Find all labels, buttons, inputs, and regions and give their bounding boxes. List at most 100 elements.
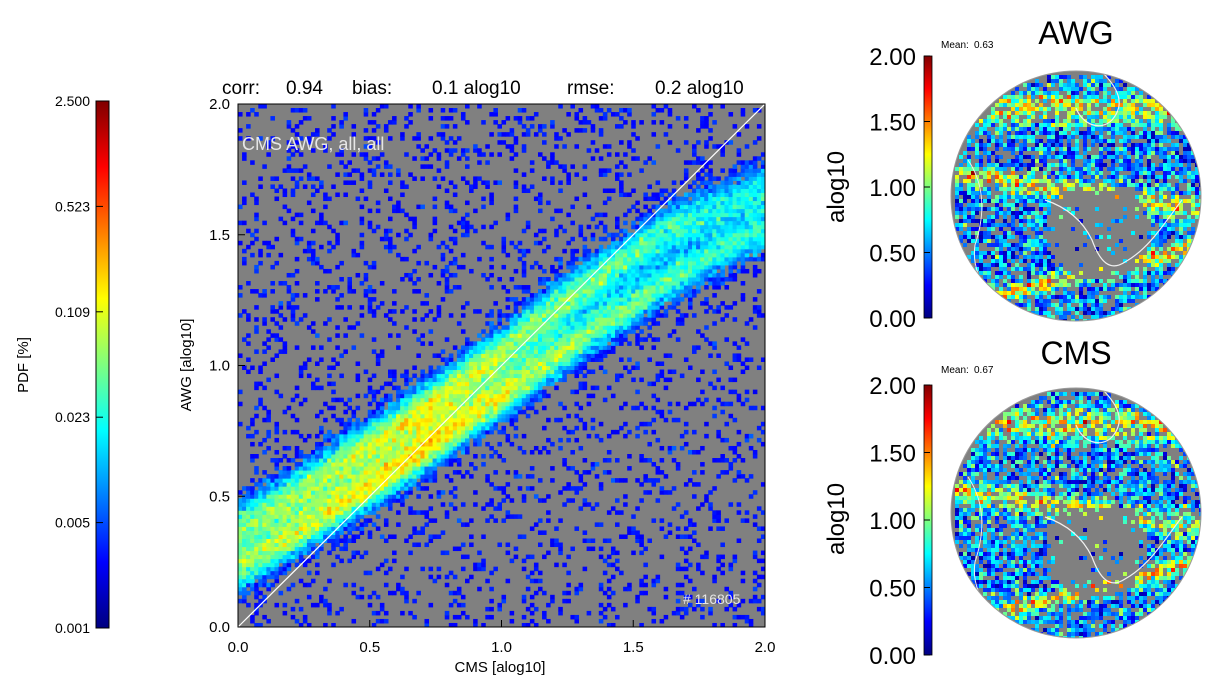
density-cell xyxy=(444,449,450,455)
density-cell xyxy=(627,140,632,145)
density-cell xyxy=(643,546,648,552)
density-cell xyxy=(619,108,624,113)
density-cell xyxy=(623,289,628,294)
density-cell xyxy=(647,208,652,214)
density-cell xyxy=(250,192,255,198)
density-cell xyxy=(266,433,271,439)
density-cell xyxy=(306,454,312,459)
density-cell xyxy=(452,433,458,439)
density-cell xyxy=(242,498,247,503)
density-cell xyxy=(570,104,575,109)
density-cell xyxy=(562,248,567,254)
density-cell xyxy=(582,538,588,544)
density-cell xyxy=(602,333,608,338)
density-cell xyxy=(238,510,243,515)
density-cell xyxy=(623,164,628,169)
density-cell xyxy=(290,313,296,318)
density-cell xyxy=(594,264,600,270)
density-cell xyxy=(525,353,531,358)
density-cell xyxy=(379,470,385,475)
density-cell xyxy=(250,526,255,531)
density-cell xyxy=(635,598,640,604)
density-cell xyxy=(477,349,482,354)
density-cell xyxy=(566,281,571,286)
density-cell xyxy=(529,361,535,366)
density-cell xyxy=(278,470,284,475)
density-cell xyxy=(274,236,280,242)
density-cell xyxy=(242,554,247,560)
density-cell xyxy=(315,474,320,479)
density-cell xyxy=(315,478,320,483)
density-cell xyxy=(493,108,498,113)
density-cell xyxy=(383,445,389,451)
density-cell xyxy=(606,538,612,544)
density-cell xyxy=(477,586,482,592)
density-cell xyxy=(371,445,377,451)
density-cell xyxy=(404,490,409,495)
density-cell xyxy=(578,276,584,282)
density-cell xyxy=(473,393,478,399)
density-cell xyxy=(412,510,417,515)
density-cell xyxy=(396,433,401,439)
density-cell xyxy=(351,482,357,487)
density-cell xyxy=(598,586,604,592)
density-cell xyxy=(489,369,494,375)
density-cell xyxy=(262,293,267,298)
density-cell xyxy=(387,228,393,234)
density-cell xyxy=(408,486,413,491)
density-cell xyxy=(290,474,296,479)
density-cell xyxy=(615,377,620,383)
density-cell xyxy=(460,345,466,350)
density-cell xyxy=(655,276,661,282)
density-cell xyxy=(238,240,243,246)
density-cell xyxy=(238,570,243,576)
density-cell xyxy=(465,120,470,125)
density-cell xyxy=(294,345,300,350)
density-cell xyxy=(529,264,535,270)
density-cell xyxy=(343,478,348,483)
density-cell xyxy=(493,365,498,371)
density-cell xyxy=(598,244,604,250)
density-cell xyxy=(586,610,592,616)
density-cell xyxy=(238,590,243,596)
density-cell xyxy=(306,140,312,145)
density-cell xyxy=(367,445,373,451)
density-cell xyxy=(550,478,555,483)
density-cell xyxy=(306,470,312,475)
density-cell xyxy=(392,385,397,391)
density-cell xyxy=(489,502,494,507)
density-cell xyxy=(582,353,588,358)
density-cell xyxy=(404,482,409,487)
density-cell xyxy=(270,136,275,141)
density-cell xyxy=(448,602,454,608)
density-cell xyxy=(542,289,547,294)
density-cell xyxy=(469,224,474,230)
density-cell xyxy=(582,305,588,310)
density-cell xyxy=(521,353,527,358)
density-cell xyxy=(562,462,567,467)
density-cell xyxy=(262,570,267,576)
density-cell xyxy=(310,554,316,560)
density-cell xyxy=(623,244,628,250)
density-cell xyxy=(270,538,275,544)
density-cell xyxy=(339,433,344,439)
density-cell xyxy=(562,598,567,604)
density-cell xyxy=(582,309,588,314)
density-cell xyxy=(359,333,365,338)
density-cell xyxy=(436,369,442,375)
density-cell xyxy=(351,490,357,495)
density-cell xyxy=(659,293,665,298)
density-cell xyxy=(250,454,255,459)
density-cell xyxy=(408,112,413,117)
density-cell xyxy=(408,490,413,495)
density-cell xyxy=(529,570,535,576)
density-cell xyxy=(537,369,543,375)
density-cell xyxy=(582,293,588,298)
density-cell xyxy=(631,281,636,286)
density-cell xyxy=(331,449,336,455)
density-cell xyxy=(246,522,251,527)
density-cell xyxy=(485,345,490,350)
density-cell xyxy=(262,534,267,539)
density-cell xyxy=(501,333,507,338)
density-cell xyxy=(521,389,527,395)
